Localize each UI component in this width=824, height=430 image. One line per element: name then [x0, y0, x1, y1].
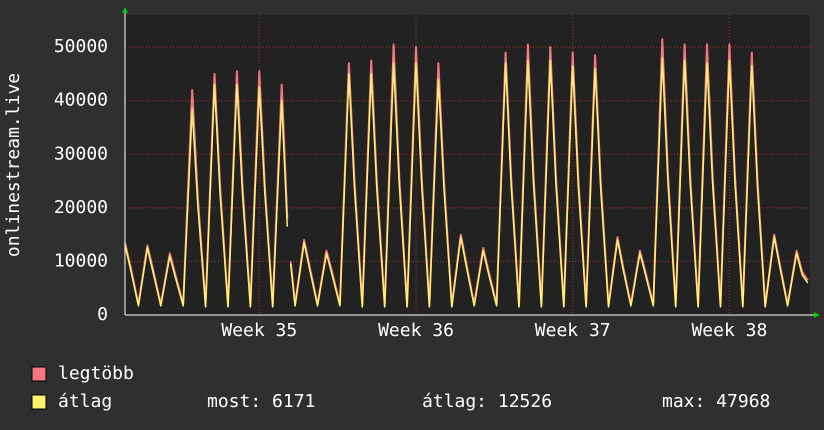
- legend-swatch: [31, 366, 47, 382]
- series-line: [124, 57, 809, 308]
- y-tick-label: 0: [97, 304, 108, 325]
- legend-label: legtöbb: [58, 363, 134, 384]
- stat-max: max: 47968: [662, 391, 770, 412]
- legend-swatch: [31, 394, 47, 410]
- x-axis-arrow: [814, 312, 820, 318]
- x-tick-label: Week 38: [691, 320, 767, 341]
- y-axis-arrow: [122, 7, 128, 13]
- y-tick-label: 40000: [54, 90, 108, 111]
- stat-most: most: 6171: [207, 391, 315, 412]
- y-tick-label: 30000: [54, 143, 108, 164]
- x-tick-label: Week 37: [535, 320, 611, 341]
- x-tick-label: Week 36: [378, 320, 454, 341]
- y-tick-label: 50000: [54, 36, 108, 57]
- x-tick-label: Week 35: [221, 320, 297, 341]
- y-tick-label: 10000: [54, 250, 108, 271]
- y-tick-label: 20000: [54, 197, 108, 218]
- y-axis-label: onlinestream.live: [3, 73, 24, 257]
- legend-label: átlag: [58, 391, 112, 412]
- stat-avg: átlag: 12526: [422, 391, 552, 412]
